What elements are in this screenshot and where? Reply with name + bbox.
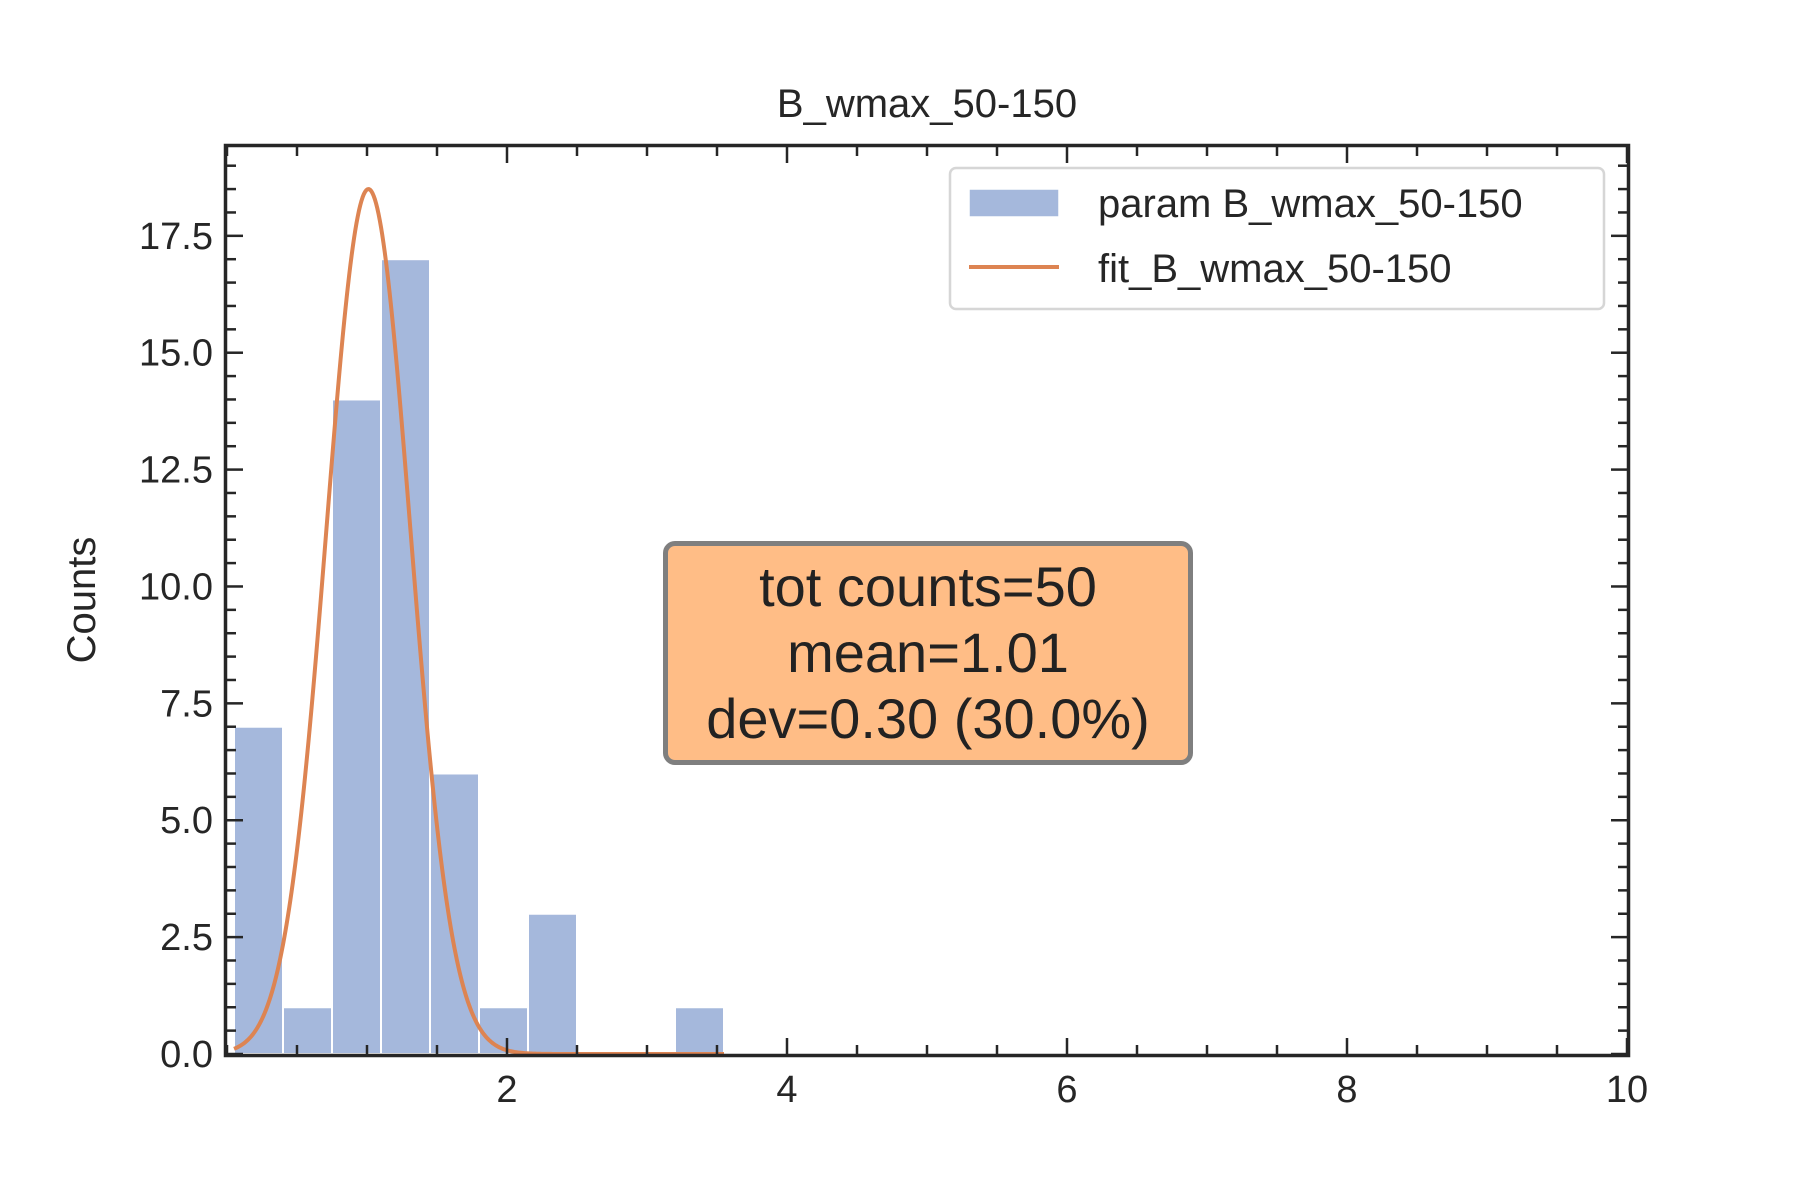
stats-total-counts: tot counts=50 — [759, 555, 1097, 618]
stats-dev: dev=0.30 (30.0%) — [706, 687, 1150, 750]
y-tick-label: 5.0 — [160, 800, 213, 842]
histogram-bar — [331, 398, 382, 1055]
x-tick-label: 2 — [496, 1069, 517, 1111]
y-tick-label: 10.0 — [139, 566, 213, 608]
legend-hist-label: param B_wmax_50-150 — [1098, 182, 1523, 226]
y-tick-label: 12.5 — [139, 450, 213, 492]
chart-title: B_wmax_50-150 — [777, 82, 1077, 126]
histogram-bar — [233, 725, 284, 1055]
y-tick-label: 2.5 — [160, 917, 213, 959]
legend-hist-swatch — [968, 188, 1060, 218]
bars-layer — [233, 258, 725, 1056]
legend-fit-label: fit_B_wmax_50-150 — [1098, 247, 1452, 291]
x-tick-label: 4 — [776, 1069, 797, 1111]
y-tick-label: 0.0 — [160, 1034, 213, 1076]
legend: param B_wmax_50-150 fit_B_wmax_50-150 — [948, 166, 1606, 311]
ticks-layer — [225, 147, 1629, 1056]
labels-layer: 2 4 6 8 10 0.0 2.5 5.0 7.5 10.0 12.5 15.0 17.5 — [139, 216, 1648, 1111]
stats-mean: mean=1.01 — [787, 621, 1069, 684]
y-tick-label: 7.5 — [160, 683, 213, 725]
histogram-bar — [527, 912, 578, 1055]
x-tick-label: 10 — [1606, 1069, 1648, 1111]
legend-frame — [948, 166, 1606, 311]
y-tick-label: 17.5 — [139, 216, 213, 258]
x-tick-label: 8 — [1336, 1069, 1357, 1111]
plot-frame — [223, 143, 1631, 1058]
stats-annotation: tot counts=50 mean=1.01 dev=0.30 (30.0%) — [663, 541, 1193, 765]
x-tick-label: 6 — [1056, 1069, 1077, 1111]
histogram-bar — [282, 1006, 333, 1056]
y-axis-label: Counts — [60, 537, 104, 664]
y-tick-label: 15.0 — [139, 333, 213, 375]
